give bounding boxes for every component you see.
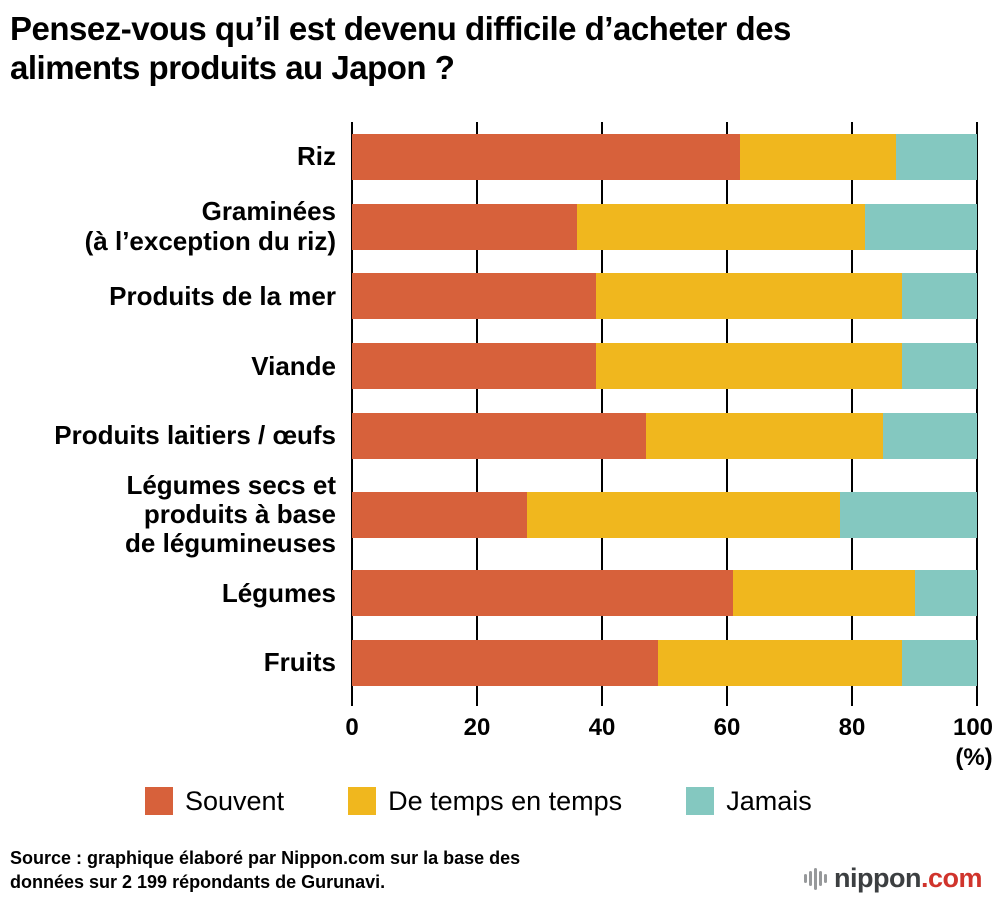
logo-domain: .com: [920, 863, 983, 894]
x-tick-label: 0: [345, 713, 359, 741]
category-label: Viande: [251, 350, 336, 381]
bar-segment-de-temps-en-temps: [527, 491, 840, 538]
category-label: Graminées (à l’exception du riz): [84, 196, 336, 256]
bar-track: [352, 273, 977, 320]
bar-segment-de-temps-en-temps: [645, 413, 884, 460]
bar-segment-souvent: [352, 343, 596, 390]
chart-page: Pensez-vous qu’il est devenu difficile d…: [0, 10, 1000, 894]
category-label: Produits de la mer: [109, 280, 336, 311]
soundwave-bar: [809, 871, 812, 887]
chart-row: Produits laitiers / œufs: [0, 401, 977, 471]
stacked-bar: [352, 203, 977, 250]
legend-label: De temps en temps: [388, 785, 623, 816]
bar-segment-souvent: [352, 273, 596, 320]
bar-segment-jamais: [902, 639, 977, 686]
footer: Source : graphique élaboré par Nippon.co…: [10, 847, 983, 895]
chart-row: Graminées (à l’exception du riz): [0, 192, 977, 262]
bar-track: [352, 343, 977, 390]
chart-row: Produits de la mer: [0, 262, 977, 332]
bar-segment-souvent: [352, 491, 527, 538]
bar-segment-jamais: [895, 133, 977, 180]
chart-rows: Riz Graminées (à l’exception du riz) Produ…: [0, 122, 977, 698]
bar-track: [352, 570, 977, 617]
x-tick-label: 80: [838, 713, 866, 741]
source-text: Source : graphique élaboré par Nippon.co…: [10, 847, 521, 892]
bar-segment-de-temps-en-temps: [577, 203, 865, 250]
legend-label: Jamais: [726, 785, 812, 816]
nippon-logo: nippon.com: [804, 863, 983, 894]
bar-segment-de-temps-en-temps: [595, 343, 902, 390]
soundwave-bar: [804, 874, 807, 884]
x-tick-label: 40: [588, 713, 616, 741]
chart-row: Viande: [0, 331, 977, 401]
bar-segment-jamais: [902, 343, 977, 390]
soundwave-icon: [804, 867, 827, 891]
stacked-bar-chart: Riz Graminées (à l’exception du riz) Produ…: [0, 121, 1000, 774]
bar-track: [352, 639, 977, 686]
stacked-bar: [352, 570, 977, 617]
bar-segment-jamais: [839, 491, 977, 538]
x-tick-label: 100: [952, 713, 994, 741]
bar-segment-de-temps-en-temps: [733, 570, 915, 617]
soundwave-bar: [819, 871, 822, 887]
logo-text: nippon.com: [834, 863, 983, 894]
bar-track: [352, 203, 977, 250]
axis-unit-label: (%): [955, 743, 993, 771]
gridline-100: [976, 121, 978, 706]
stacked-bar: [352, 491, 977, 538]
bar-track: [352, 133, 977, 180]
stacked-bar: [352, 639, 977, 686]
bar-segment-de-temps-en-temps: [739, 133, 896, 180]
legend-swatch-de-temps-en-temps: [348, 787, 377, 816]
bar-segment-de-temps-en-temps: [595, 273, 902, 320]
bar-segment-jamais: [914, 570, 977, 617]
logo-name: nippon: [834, 863, 921, 894]
category-label: Légumes: [221, 577, 336, 608]
stacked-bar: [352, 273, 977, 320]
bar-segment-jamais: [902, 273, 977, 320]
stacked-bar: [352, 343, 977, 390]
stacked-bar: [352, 133, 977, 180]
chart-row: Riz: [0, 122, 977, 192]
chart-row: Légumes secs et produits à base de légum…: [0, 469, 977, 559]
bar-segment-souvent: [352, 133, 740, 180]
x-tick-label: 60: [713, 713, 741, 741]
bar-segment-souvent: [352, 203, 577, 250]
x-axis: (%) 0 20 40 60 80 100: [345, 713, 993, 774]
bar-track: [352, 491, 977, 538]
legend-item-jamais: Jamais: [686, 786, 812, 817]
bar-segment-souvent: [352, 413, 646, 460]
legend: Souvent De temps en temps Jamais: [0, 786, 1000, 817]
category-label: Fruits: [263, 647, 336, 678]
legend-item-de-temps-en-temps: De temps en temps: [348, 786, 622, 817]
category-label: Riz: [297, 141, 336, 172]
x-tick-label: 20: [463, 713, 491, 741]
bar-segment-de-temps-en-temps: [658, 639, 902, 686]
bar-segment-souvent: [352, 570, 734, 617]
legend-swatch-jamais: [686, 787, 715, 816]
stacked-bar: [352, 413, 977, 460]
legend-item-souvent: Souvent: [145, 786, 284, 817]
soundwave-bar: [814, 867, 817, 890]
bar-track: [352, 413, 977, 460]
legend-label: Souvent: [185, 785, 285, 816]
bar-segment-jamais: [883, 413, 977, 460]
bar-segment-jamais: [864, 203, 977, 250]
chart-row: Fruits: [0, 628, 977, 698]
legend-swatch-souvent: [145, 787, 173, 816]
soundwave-bar: [824, 874, 827, 884]
bar-segment-souvent: [352, 639, 659, 686]
chart-row: Légumes: [0, 558, 977, 628]
chart-title: Pensez-vous qu’il est devenu difficile d…: [10, 10, 791, 86]
category-label: Légumes secs et produits à base de légum…: [125, 469, 336, 559]
category-label: Produits laitiers / œufs: [54, 420, 336, 451]
